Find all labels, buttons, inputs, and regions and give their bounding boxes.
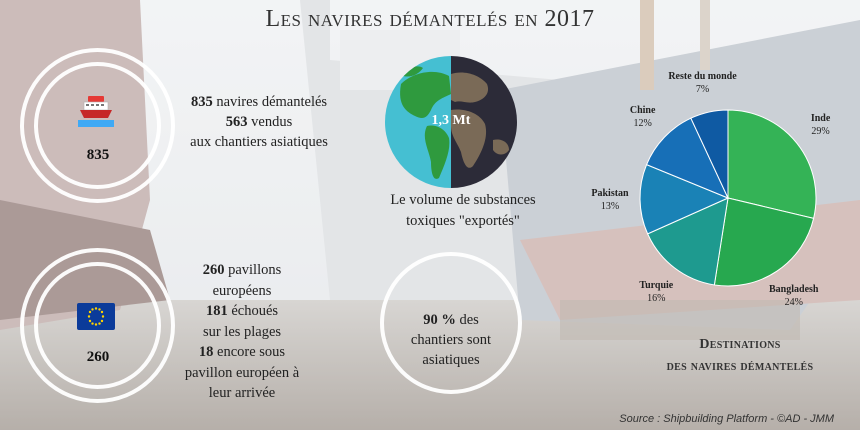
still-eu-label-2: pavillon européen à (184, 364, 300, 381)
pie-slice-pakistan (639, 163, 730, 235)
pie-label-name: Chine (629, 104, 656, 116)
globe-text-line-1: Le volume de substances (390, 192, 536, 208)
pie-label-value: 13% (600, 200, 620, 212)
page-title: Les navires démantelés en 2017 (265, 6, 595, 32)
pie-label-name: Inde (810, 112, 831, 124)
still-eu-count: 18 (198, 344, 214, 360)
ships-text: 835 navires démantelés 563 vendus aux ch… (176, 92, 342, 152)
ships-ring-inner (34, 62, 161, 189)
eu-flags-label: pavillons (224, 262, 282, 278)
globe-icon (385, 56, 517, 188)
still-eu-label-3: leur arrivée (208, 385, 276, 401)
globe-text: Le volume de substances toxiques "export… (368, 190, 558, 232)
pie-label-value: 7% (695, 83, 710, 95)
asian-ring (380, 252, 522, 394)
pie-slice-chine (645, 117, 729, 199)
pie-slice-reste-du-monde (690, 109, 729, 199)
ships-count: 835 (190, 94, 213, 110)
pie-label-inde: Inde 29% (776, 112, 860, 138)
pie-label-name: Pakistan (591, 187, 629, 199)
destinations-title-line-1: Destinations (699, 337, 781, 352)
pie-slice-turquie (646, 197, 729, 286)
asian-text-line-2: chantiers sont (410, 332, 492, 348)
sold-count-label: vendus (247, 114, 293, 130)
beached-label: échoués (227, 303, 279, 319)
pie-label-name: Reste du monde (668, 70, 737, 82)
ship-icon (78, 96, 114, 127)
asian-percent-label: des (455, 312, 479, 328)
pie-label-value: 29% (811, 125, 830, 137)
destinations-title: Destinations des navires démantelés (630, 334, 850, 378)
asian-percent: 90 % (423, 312, 456, 328)
flags-text: 260 pavillons européens 181 échoués sur … (168, 260, 316, 404)
pie-label-pakistan: Pakistan 13% (565, 187, 655, 213)
destinations-pie-chart (639, 109, 817, 287)
eu-flags-count: 260 (202, 262, 225, 278)
pie-label-bangladesh: Bangladesh 24% (749, 283, 839, 309)
flags-ring-inner (34, 262, 161, 389)
source-credit: Source : Shipbuilding Platform - ©AD - J… (619, 413, 834, 425)
globe-value: 1,3 Mt (431, 113, 471, 128)
ships-value: 835 (86, 147, 110, 163)
eu-flags-label-2: européens (212, 282, 272, 299)
pie-label-turquie: Turquie 16% (611, 279, 701, 305)
still-eu-label: encore sous (213, 344, 286, 360)
asian-text-line-3: asiatiques (422, 352, 480, 368)
flags-ring (20, 248, 175, 403)
pie-label-chine: Chine 12% (598, 104, 688, 130)
eu-flag-icon (77, 303, 115, 330)
ships-count-label: navires démantelés (212, 94, 328, 110)
sold-destination: aux chantiers asiatiques (190, 134, 328, 150)
pie-label-value: 24% (784, 296, 803, 308)
pie-slice-bangladesh (713, 197, 815, 287)
pie-label-value: 12% (633, 117, 652, 129)
ships-ring (20, 48, 175, 203)
flags-value: 260 (86, 349, 110, 365)
pie-label-name: Turquie (639, 279, 674, 291)
destinations-title-line-2: des navires démantelés (666, 359, 814, 374)
pie-label-reste-du-monde: Reste du monde 7% (658, 70, 748, 96)
pie-label-name: Bangladesh (769, 283, 819, 295)
sold-count: 563 (225, 114, 248, 130)
pie-slice-inde (727, 109, 817, 219)
asian-text: 90 % des chantiers sont asiatiques (398, 310, 504, 370)
globe-text-line-2: toxiques "exportés" (406, 213, 520, 229)
beached-label-2: sur les plages (202, 323, 282, 340)
pie-label-value: 16% (647, 292, 666, 304)
beached-count: 181 (205, 303, 228, 319)
